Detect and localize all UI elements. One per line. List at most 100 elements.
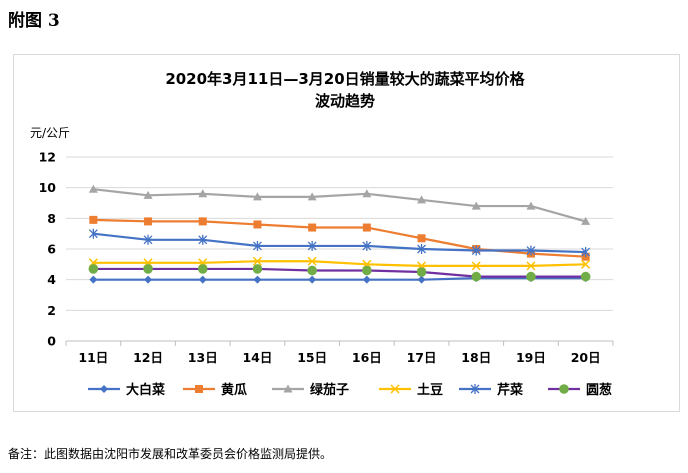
data-point [471, 261, 481, 271]
legend-item-5: 芹菜 [459, 382, 523, 398]
legend-marker [390, 384, 400, 394]
data-point [417, 234, 426, 243]
legend-label: 芹菜 [497, 382, 523, 398]
data-point [417, 275, 426, 284]
data-point [416, 267, 427, 277]
data-point [89, 275, 98, 284]
marker-stroke [390, 384, 400, 394]
legend-item-6: 圆葱 [548, 382, 612, 398]
data-point [144, 275, 153, 284]
x-tick-label: 19日 [516, 350, 546, 365]
data-point [307, 265, 317, 276]
x-tick-label: 18日 [461, 350, 491, 365]
y-tick-label: 12 [39, 150, 56, 165]
data-point [88, 228, 98, 239]
data-point [362, 265, 372, 276]
data-point [307, 192, 317, 201]
x-tick-label: 15日 [297, 350, 327, 365]
data-point [253, 275, 262, 284]
data-point [143, 234, 153, 245]
data-point [198, 189, 208, 198]
legend-item-4: 土豆 [379, 382, 443, 398]
data-point [307, 256, 317, 266]
data-point [471, 201, 481, 210]
marker-stroke [252, 256, 262, 266]
data-point [471, 271, 482, 282]
y-tick-label: 2 [47, 303, 56, 318]
data-point [143, 264, 153, 274]
data-point [198, 217, 207, 226]
legend-label: 土豆 [417, 382, 443, 398]
series-line [93, 188, 586, 223]
data-point [252, 264, 263, 274]
series-6 [88, 264, 591, 282]
series-line [93, 260, 586, 267]
data-point [526, 261, 536, 271]
legend-label: 绿茄子 [310, 382, 349, 398]
data-point [198, 275, 207, 284]
legend-marker [195, 385, 203, 393]
data-point [197, 264, 208, 274]
data-point [417, 195, 427, 204]
chart-frame [13, 54, 680, 412]
x-tick-label: 14日 [242, 350, 272, 365]
legend-marker [100, 385, 108, 393]
y-axis-label: 元/公斤 [30, 126, 70, 140]
x-tick-label: 20日 [571, 350, 601, 365]
data-point [362, 275, 371, 284]
legend-label: 黄瓜 [221, 382, 247, 398]
marker-stroke [581, 259, 591, 269]
y-tick-label: 4 [47, 272, 56, 287]
data-point [308, 275, 317, 284]
data-point [88, 184, 98, 193]
x-tick-label: 12日 [133, 350, 163, 365]
axes: 0 2 4 6 8 10 12 11日 12日 13日 14日 15日 16日 17日 18日 19日 20日 [39, 150, 614, 365]
data-point [581, 247, 591, 258]
series-line [93, 267, 586, 278]
data-point [417, 244, 427, 254]
series-group [88, 184, 591, 284]
legend-item-1: 大白菜 [88, 382, 165, 398]
data-point [580, 271, 591, 282]
series-3 [88, 184, 591, 225]
marker-stroke [307, 256, 317, 266]
data-point [89, 215, 98, 224]
y-tick-label: 0 [47, 334, 56, 349]
legend-marker [559, 384, 569, 394]
data-point [362, 223, 371, 232]
legend-label: 圆葱 [586, 382, 612, 398]
data-point [88, 264, 99, 274]
x-tick-label: 17日 [407, 350, 437, 365]
legend-label: 大白菜 [126, 382, 165, 398]
chart-title-line-1: 2020年3月11日—3月20日销量较大的蔬菜平均价格 [165, 70, 525, 88]
data-point [252, 256, 262, 266]
series-line [93, 277, 586, 281]
x-tick-label: 16日 [352, 350, 382, 365]
data-point [198, 234, 208, 245]
data-point [526, 271, 536, 282]
footnote: 备注：此图数据由沈阳市发展和改革委员会价格监测局提供。 [8, 447, 333, 461]
series-line [93, 232, 586, 254]
y-tick-label: 10 [39, 180, 57, 195]
data-point [143, 190, 153, 199]
series-2 [89, 215, 590, 261]
series-5 [88, 228, 591, 258]
y-tick-label: 6 [47, 242, 56, 257]
data-point [526, 245, 536, 256]
data-point [526, 201, 536, 210]
data-point [252, 240, 262, 251]
data-point [362, 189, 372, 198]
legend-marker [283, 384, 293, 393]
y-tick-label: 8 [47, 211, 56, 226]
data-point [252, 192, 262, 201]
data-point [581, 216, 591, 225]
legend-marker [470, 384, 480, 394]
figure-label: 附图 3 [8, 11, 60, 31]
legend-item-3: 绿茄子 [272, 382, 349, 398]
legend-item-2: 黄瓜 [183, 382, 247, 398]
data-point [308, 223, 317, 232]
data-point [581, 259, 591, 269]
chart-title-line-2: 波动趋势 [315, 92, 375, 110]
data-point [471, 245, 481, 256]
